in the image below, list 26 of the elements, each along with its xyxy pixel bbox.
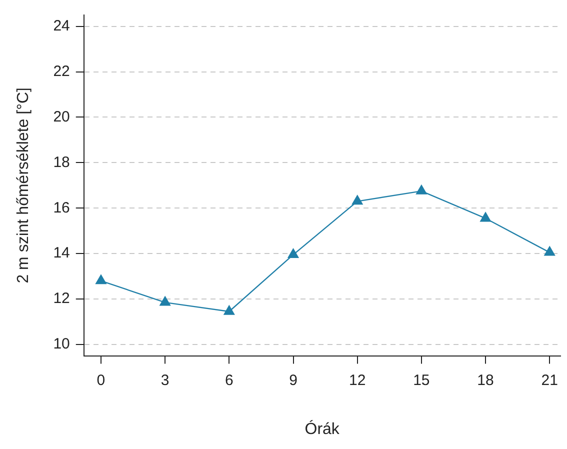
y-tick-label: 10: [53, 336, 70, 353]
y-tick-label: 12: [53, 290, 70, 308]
x-tick-label: 9: [289, 372, 298, 389]
y-axis-title: 2 m szint hőmérséklete [°C]: [15, 88, 32, 284]
point: [160, 296, 170, 306]
point: [544, 246, 555, 256]
y-tick-label: 24: [53, 18, 70, 34]
x-tick-label: 21: [541, 372, 558, 389]
y-tick-label: 18: [53, 154, 70, 171]
y-tick-label: 20: [53, 108, 70, 126]
point: [224, 305, 235, 315]
point: [480, 212, 491, 222]
x-tick-label: 12: [349, 372, 366, 389]
point: [416, 184, 427, 194]
x-tick-label: 0: [96, 372, 106, 389]
x-tick-label: 18: [477, 372, 494, 389]
x-axis-title: Órák: [304, 420, 340, 438]
point: [96, 274, 106, 284]
y-tick-label: 22: [53, 62, 70, 80]
x-tick-label: 15: [413, 372, 430, 389]
point: [352, 195, 363, 205]
point: [288, 248, 299, 258]
x-tick-label: 6: [224, 372, 234, 389]
y-tick-label: 14: [53, 244, 70, 262]
y-tick-label: 16: [53, 199, 70, 216]
x-tick-label: 3: [160, 372, 170, 389]
